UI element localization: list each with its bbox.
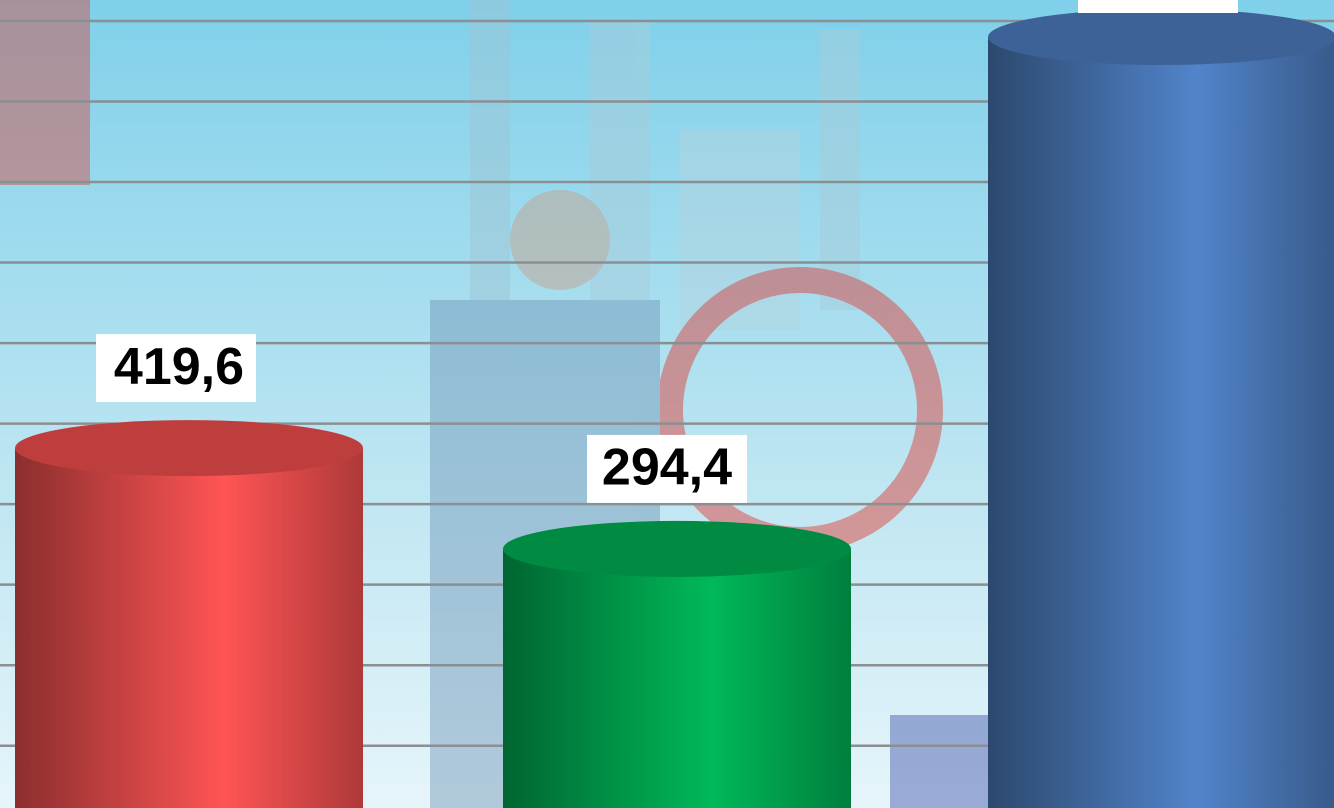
bar [15,448,363,808]
bar-top [503,521,851,577]
bar [988,37,1334,808]
page: {"chart_data": {"type": "bar", "categori… [0,0,1334,808]
bar-top [15,420,363,476]
value-label-box [1078,0,1238,13]
chart: 419,6 294,4 [0,0,1334,808]
bar-top [988,9,1334,65]
value-label: 419,6 [114,338,244,396]
value-label: 294,4 [602,439,732,497]
bar [503,549,851,808]
